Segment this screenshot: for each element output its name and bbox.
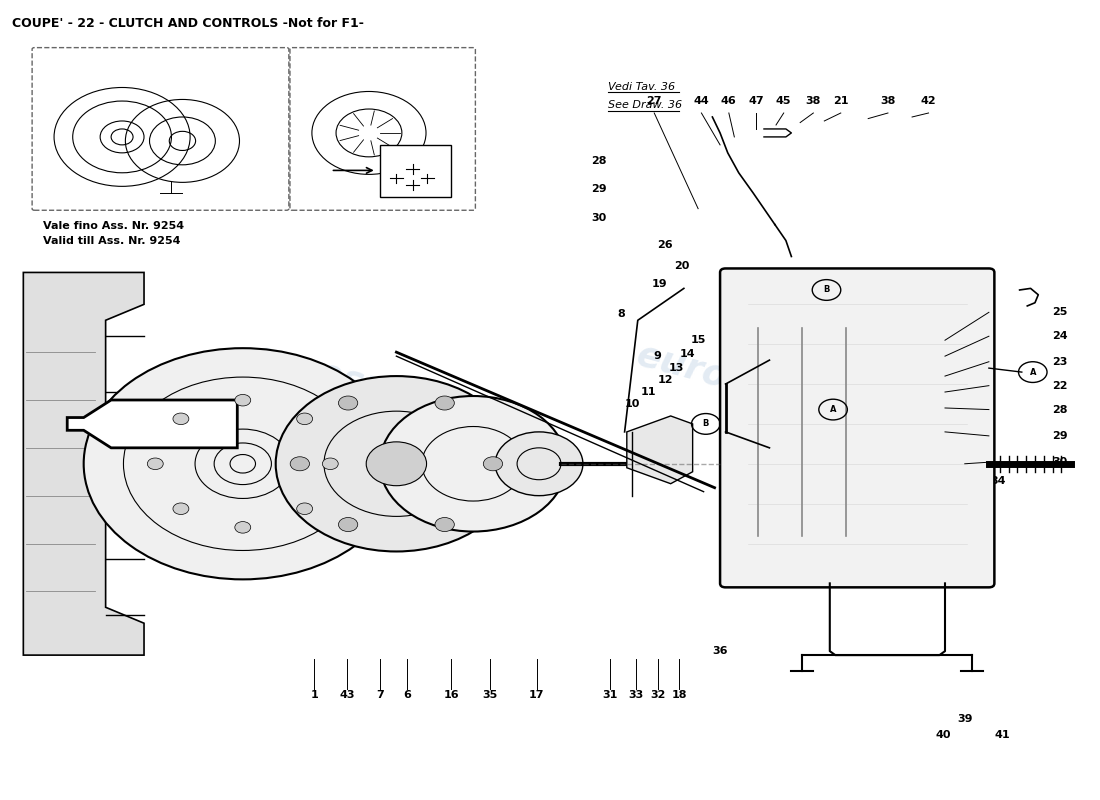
Circle shape (322, 458, 338, 470)
Text: 16: 16 (443, 690, 459, 700)
Text: 44: 44 (693, 96, 710, 106)
Text: COUPE' - 22 - CLUTCH AND CONTROLS -Not for F1-: COUPE' - 22 - CLUTCH AND CONTROLS -Not f… (12, 18, 364, 30)
Text: 38: 38 (805, 96, 821, 106)
Text: 17: 17 (529, 690, 544, 700)
Text: A: A (829, 405, 836, 414)
Text: B: B (703, 419, 710, 429)
FancyBboxPatch shape (290, 48, 475, 210)
Text: 30: 30 (592, 214, 607, 223)
Text: B: B (823, 286, 829, 294)
Text: 28: 28 (1053, 405, 1068, 414)
Bar (379, 145, 451, 197)
Circle shape (297, 413, 312, 425)
Text: 10: 10 (625, 399, 640, 409)
Text: 19: 19 (652, 279, 668, 290)
Text: 26: 26 (658, 239, 673, 250)
Text: 33: 33 (628, 690, 643, 700)
Text: 37: 37 (939, 279, 955, 290)
Text: 35: 35 (482, 690, 497, 700)
Circle shape (495, 432, 583, 496)
Text: 28: 28 (592, 156, 607, 166)
Text: 27: 27 (647, 96, 662, 106)
Circle shape (173, 503, 189, 514)
Text: See Draw. 36: See Draw. 36 (608, 100, 682, 110)
Text: A: A (1030, 367, 1036, 377)
FancyBboxPatch shape (32, 48, 289, 210)
Text: eurospares: eurospares (632, 338, 862, 430)
Circle shape (379, 396, 566, 531)
Text: 40: 40 (935, 730, 950, 740)
Circle shape (234, 522, 251, 533)
Text: 12: 12 (658, 375, 673, 385)
Text: 7: 7 (376, 690, 384, 700)
Text: 29: 29 (592, 184, 607, 194)
Text: 4: 4 (294, 383, 301, 393)
Text: 24: 24 (1053, 331, 1068, 342)
Text: 21: 21 (833, 96, 848, 106)
Text: 39: 39 (957, 714, 972, 724)
Circle shape (297, 503, 312, 514)
Circle shape (84, 348, 402, 579)
Text: 11: 11 (641, 387, 657, 397)
Text: 2: 2 (167, 439, 175, 449)
Text: 34: 34 (990, 476, 1005, 486)
Text: 46: 46 (720, 96, 737, 106)
Polygon shape (67, 400, 238, 448)
Circle shape (290, 457, 309, 470)
Text: 5: 5 (321, 391, 329, 401)
Circle shape (339, 518, 358, 531)
Text: 38: 38 (957, 488, 972, 498)
Text: 43: 43 (339, 690, 355, 700)
Text: Vale fino Ass. Nr. 9254: Vale fino Ass. Nr. 9254 (43, 222, 184, 231)
Text: 18: 18 (672, 690, 688, 700)
Circle shape (339, 396, 358, 410)
Text: 41: 41 (994, 730, 1010, 740)
Text: 3: 3 (272, 375, 279, 385)
Text: 8: 8 (617, 309, 625, 319)
Text: 22: 22 (1053, 381, 1068, 390)
Text: 23: 23 (1053, 357, 1068, 366)
Polygon shape (627, 416, 693, 484)
Text: 38: 38 (880, 96, 895, 106)
Circle shape (434, 518, 454, 531)
Text: 32: 32 (650, 690, 666, 700)
Circle shape (366, 442, 427, 486)
Text: 36: 36 (713, 646, 728, 656)
Text: 25: 25 (1053, 307, 1068, 318)
Text: 9: 9 (653, 351, 661, 361)
FancyBboxPatch shape (720, 269, 994, 587)
Text: 13: 13 (669, 363, 684, 373)
Circle shape (234, 394, 251, 406)
Polygon shape (23, 273, 144, 655)
Text: 47: 47 (748, 96, 764, 106)
Text: 15: 15 (691, 335, 706, 346)
Text: Vedi Tav. 36: Vedi Tav. 36 (608, 82, 675, 92)
Circle shape (147, 458, 163, 470)
Text: Valid till Ass. Nr. 9254: Valid till Ass. Nr. 9254 (43, 235, 180, 246)
Circle shape (483, 457, 503, 470)
Text: 30: 30 (1053, 457, 1068, 467)
Circle shape (276, 376, 517, 551)
Text: 45: 45 (776, 96, 792, 106)
Circle shape (434, 396, 454, 410)
Text: 48: 48 (394, 188, 409, 198)
Text: eurospares: eurospares (249, 338, 478, 430)
Circle shape (173, 413, 189, 425)
Text: 20: 20 (674, 261, 690, 271)
Text: 29: 29 (1053, 431, 1068, 441)
Text: 1: 1 (310, 690, 318, 700)
Text: 31: 31 (603, 690, 618, 700)
Text: 14: 14 (680, 349, 695, 358)
Text: 42: 42 (921, 96, 936, 106)
Text: 6: 6 (404, 690, 411, 700)
